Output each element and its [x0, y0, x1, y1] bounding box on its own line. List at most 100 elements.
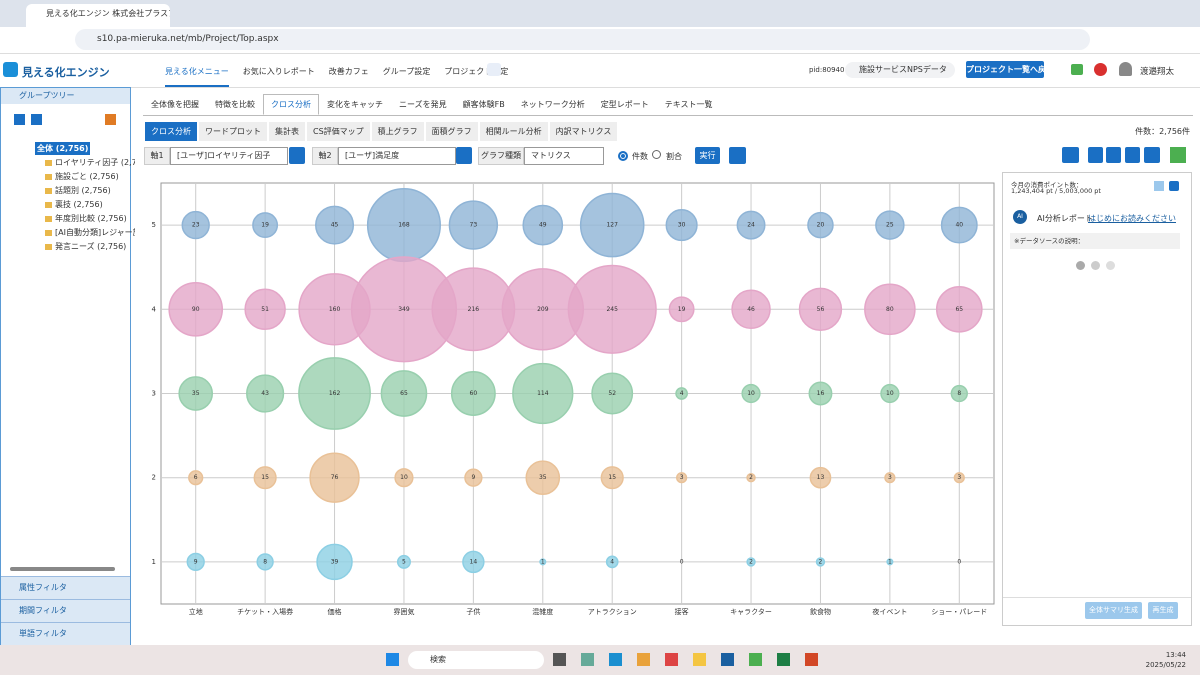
value-label: 0	[680, 558, 684, 565]
subtab[interactable]: 積上グラフ	[371, 122, 424, 141]
read-first[interactable]: はじめにお読みください	[1088, 214, 1176, 223]
value-label: 8	[263, 558, 267, 565]
bubble	[579, 192, 645, 258]
bubble	[668, 296, 695, 323]
bubble	[522, 204, 564, 246]
bubble	[464, 468, 483, 487]
y-tick-label: 3	[152, 390, 156, 398]
axis1-select[interactable]: [ユーザ]ロイヤリティ因子	[170, 147, 288, 165]
tab[interactable]: 変化をキャッチ	[327, 100, 383, 109]
value-label: 2	[819, 558, 823, 565]
value-label: 6	[194, 474, 198, 481]
value-label: 3	[957, 474, 961, 481]
axis1-search[interactable]	[289, 147, 305, 164]
nav-item[interactable]: お気に入りレポート	[242, 67, 315, 76]
subtab[interactable]: 内訳マトリクス	[549, 122, 618, 141]
project[interactable]: 施設サービスNPSデータ	[845, 62, 955, 78]
tab[interactable]: 顧客体験FB	[462, 100, 505, 109]
nav-item[interactable]: 改善カフェ	[328, 67, 369, 76]
settings-button[interactable]	[1062, 147, 1079, 163]
tree-item[interactable]: ロイヤリティ因子 (2,756)	[38, 156, 135, 170]
start-icon[interactable]	[386, 653, 399, 666]
bubble	[394, 468, 414, 488]
radio-on[interactable]	[618, 151, 628, 161]
help-button[interactable]	[1170, 147, 1186, 163]
x-tick-label: キャラクター	[730, 607, 772, 616]
bubble	[605, 555, 619, 569]
add-icon[interactable]	[14, 114, 25, 125]
regen-button[interactable]: 再生成	[1148, 602, 1178, 619]
tree-item[interactable]: 話題別 (2,756)	[38, 184, 135, 198]
value-label: 39	[331, 558, 339, 565]
value-label: 65	[400, 390, 408, 397]
tool-button[interactable]	[1144, 147, 1160, 163]
value-label: 127	[606, 222, 618, 229]
ai-report: AI分析レポート	[1037, 214, 1093, 223]
value-label: 43	[261, 390, 269, 397]
tree-item[interactable]: 発言ニーズ (2,756)	[38, 240, 135, 254]
radio-off[interactable]	[652, 150, 661, 159]
tree-item[interactable]: 年度別比較 (2,756)	[38, 212, 135, 226]
bubble	[178, 376, 214, 411]
collapse-icon[interactable]	[1169, 181, 1179, 191]
zoom-button[interactable]	[1106, 147, 1121, 163]
chat-icon[interactable]	[1071, 64, 1083, 75]
pin-button[interactable]	[1125, 147, 1140, 163]
axis2-search[interactable]	[456, 147, 472, 164]
nav-item[interactable]: グループ設定	[382, 67, 431, 76]
subtab[interactable]: 相関ルール分析	[479, 122, 548, 141]
tab[interactable]: 全体像を把握	[151, 100, 199, 109]
value-label: 40	[955, 222, 963, 229]
value-label: 9	[471, 474, 475, 481]
value-label: 25	[886, 222, 894, 229]
graph-type-select[interactable]: マトリクス	[524, 147, 604, 165]
tab[interactable]: 特徴を比較	[215, 100, 255, 109]
tab[interactable]: 定型レポート	[600, 100, 649, 109]
x-tick-label: アトラクション	[588, 608, 637, 616]
browser-tab[interactable]: 見える化エンジン 株式会社プラスア	[26, 4, 170, 27]
x-tick-label: 接客	[675, 607, 689, 616]
chat-button[interactable]	[729, 147, 746, 164]
tree-root[interactable]: 全体 (2,756)	[35, 142, 91, 155]
tab[interactable]: クロス分析	[263, 94, 319, 115]
save-button[interactable]	[1088, 147, 1103, 163]
taskbar-search[interactable]: 検索	[408, 651, 544, 669]
url-bar[interactable]: s10.pa-mieruka.net/mb/Project/Top.aspx	[75, 29, 1090, 50]
filter[interactable]: 属性フィルタ	[1, 576, 130, 599]
nav-item[interactable]: プロジェクト設定	[444, 67, 509, 76]
delete-icon[interactable]	[105, 114, 116, 125]
subtab[interactable]: ワードプロット	[199, 122, 267, 141]
filter[interactable]: 単語フィルタ	[1, 622, 130, 645]
subtab[interactable]: 面積グラフ	[425, 122, 478, 141]
back-button[interactable]: プロジェクト一覧へ戻る	[966, 61, 1054, 78]
bubble	[798, 287, 843, 332]
summary-button[interactable]: 全体サマリ生成	[1085, 602, 1142, 619]
x-tick-label: 混雑度	[532, 607, 553, 616]
axis2-select[interactable]: [ユーザ]満足度	[338, 147, 456, 165]
value-label: 114	[537, 390, 549, 397]
value-label: 45	[331, 222, 339, 229]
tree-item[interactable]: 施設ごと (2,756)	[38, 170, 135, 184]
edit-icon[interactable]	[31, 114, 42, 125]
filter[interactable]: 期間フィルタ	[1, 599, 130, 622]
subtab[interactable]: CS評価マップ	[307, 122, 370, 141]
subtab[interactable]: 集計表	[269, 122, 305, 141]
tree-item[interactable]: 裏技 (2,756)	[38, 198, 135, 212]
tree-item[interactable]: [AI自動分類]レジャー施設	[38, 226, 135, 240]
nav-item[interactable]: 見える化メニュー	[165, 66, 229, 87]
value-label: 20	[817, 222, 825, 229]
user[interactable]: 渡邉翔太	[1140, 67, 1175, 77]
menu-icon[interactable]	[487, 63, 501, 76]
tab[interactable]: ニーズを発見	[399, 100, 447, 109]
tab[interactable]: テキスト一覧	[664, 100, 713, 109]
tab[interactable]: ネットワーク分析	[520, 100, 585, 109]
value-label: 8	[957, 390, 961, 397]
run-button[interactable]: 実行	[695, 147, 720, 164]
help-icon[interactable]	[1094, 63, 1107, 76]
x-tick-label: 飲食物	[810, 607, 831, 616]
subtab[interactable]: クロス分析	[145, 122, 197, 141]
expand-icon[interactable]	[1154, 181, 1164, 191]
logo-icon	[3, 62, 18, 77]
bubble	[253, 466, 277, 490]
value-label: 19	[678, 306, 686, 313]
